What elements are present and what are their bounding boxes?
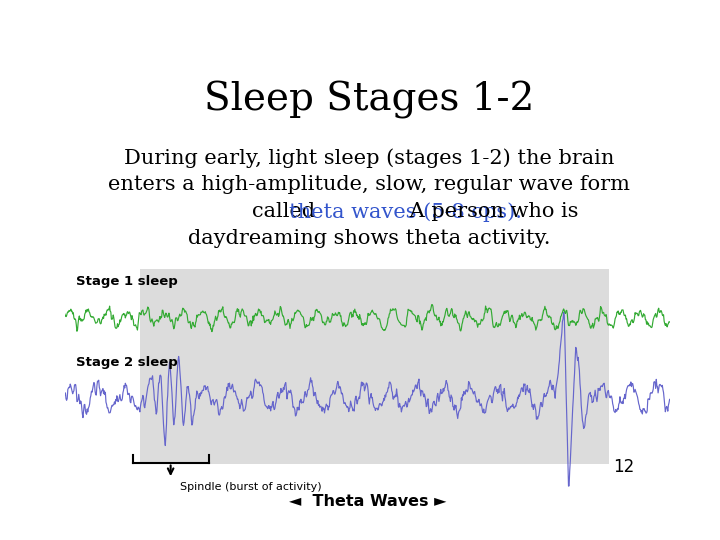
- Text: Spindle (burst of activity): Spindle (burst of activity): [180, 482, 321, 491]
- Text: called: called: [252, 202, 322, 221]
- Text: Stage 1 sleep: Stage 1 sleep: [76, 275, 177, 288]
- Text: theta waves (5-8 cps).: theta waves (5-8 cps).: [289, 202, 521, 222]
- Text: enters a high-amplitude, slow, regular wave form: enters a high-amplitude, slow, regular w…: [108, 175, 630, 194]
- Text: ◄  Theta Waves ►: ◄ Theta Waves ►: [289, 495, 446, 509]
- Text: During early, light sleep (stages 1-2) the brain: During early, light sleep (stages 1-2) t…: [124, 148, 614, 167]
- Text: Stage 2 sleep: Stage 2 sleep: [76, 356, 177, 369]
- Text: daydreaming shows theta activity.: daydreaming shows theta activity.: [188, 229, 550, 248]
- Text: Sleep Stages 1-2: Sleep Stages 1-2: [204, 82, 534, 119]
- Text: A person who is: A person who is: [402, 202, 578, 221]
- Bar: [140, 268, 609, 464]
- Text: 12: 12: [613, 458, 634, 476]
